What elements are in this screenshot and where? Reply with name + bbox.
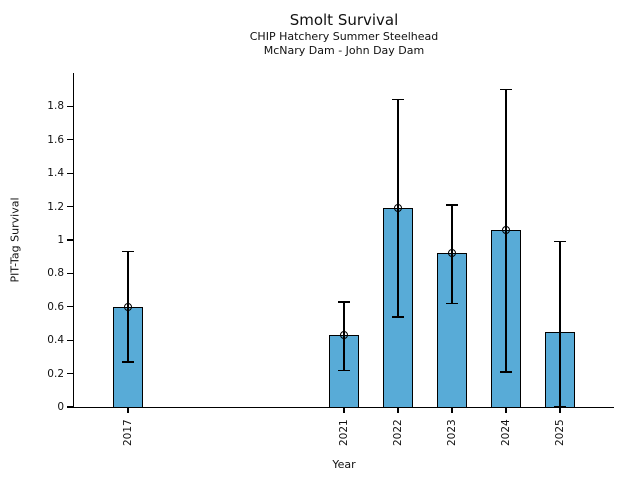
x-tick-label-text: 2023 [446, 419, 458, 446]
errorbar-line-2025 [559, 241, 561, 407]
x-tick-label-2022: 2022 [390, 414, 406, 446]
y-axis-label: PIT-Tag Survival [8, 197, 22, 283]
y-tick [67, 139, 74, 141]
errorbar-cap-upper-2021 [338, 301, 350, 303]
y-tick [67, 239, 74, 241]
y-tick-label: 0.8 [47, 267, 64, 280]
chart-subtitle-line1: CHIP Hatchery Summer Steelhead [249, 30, 439, 43]
plot-area: 0 0.2 0.4 0.6 0.8 1 1.2 1.4 1.6 1.8 2017 2021 2022 20… [47, 73, 614, 446]
x-tick-label-text: 2025 [554, 419, 566, 446]
x-tick-label-2017: 2017 [120, 414, 136, 446]
y-axis-spine [72, 73, 74, 409]
y-tick-label: 1 [57, 234, 64, 246]
y-tick-label: 0.2 [47, 367, 64, 380]
errorbar-cap-lower-2017 [122, 361, 134, 363]
y-tick [67, 105, 74, 108]
marker-2017 [124, 302, 132, 311]
errorbar-cap-lower-2023 [446, 302, 458, 305]
errorbar-cap-lower-2024 [500, 371, 512, 373]
chart-title: Smolt Survival [289, 11, 399, 29]
errorbar-cap-lower-2022 [392, 316, 404, 318]
y-tick [67, 272, 74, 275]
marker-2023 [448, 249, 456, 258]
errorbar-cap-upper-2017 [122, 250, 134, 253]
x-tick-2025 [559, 408, 561, 413]
y-tick [67, 172, 74, 174]
x-tick-2017 [127, 408, 129, 413]
y-tick-label: 1.8 [47, 100, 64, 113]
y-tick-label: 1.2 [47, 200, 64, 213]
x-tick-label-2021: 2021 [336, 414, 352, 446]
chart-subtitle-line2: McNary Dam - John Day Dam [263, 44, 425, 57]
x-tick-2024 [505, 408, 507, 413]
x-tick-label-text: 2024 [500, 419, 512, 446]
x-tick-label-2024: 2024 [498, 414, 514, 446]
x-tick-label-2025: 2025 [552, 414, 568, 446]
title-block: Smolt Survival CHIP Hatchery Summer Stee… [74, 10, 614, 58]
y-tick [67, 339, 74, 341]
x-tick-label-text: 2021 [338, 419, 350, 446]
marker-2022 [394, 204, 402, 213]
y-tick [67, 205, 74, 208]
errorbar-cap-upper-2023 [446, 204, 458, 206]
x-tick-label-text: 2022 [392, 419, 404, 446]
errorbar-cap-upper-2025 [554, 240, 566, 243]
x-tick-2023 [451, 408, 453, 413]
y-tick [67, 406, 74, 408]
errorbar-cap-lower-2021 [338, 369, 350, 371]
errorbar-cap-upper-2022 [392, 98, 404, 101]
y-tick-label: 0.4 [47, 334, 64, 347]
y-tick-label: 1.4 [47, 167, 64, 180]
x-tick-label-2023: 2023 [444, 414, 460, 446]
errorbar-cap-upper-2024 [500, 88, 512, 91]
y-tick [67, 372, 74, 375]
y-tick [67, 306, 74, 308]
x-tick-2022 [397, 408, 399, 413]
x-axis-label: Year [332, 458, 356, 471]
x-tick-label-text: 2017 [122, 419, 134, 446]
x-tick-2021 [343, 408, 345, 413]
y-tick-label: 0 [57, 401, 64, 413]
y-tick-label: 0.6 [47, 300, 64, 313]
marker-2024 [502, 225, 510, 234]
y-tick-label: 1.6 [47, 133, 64, 146]
errorbar-cap-lower-2025 [554, 406, 566, 408]
marker-2021 [340, 331, 348, 340]
